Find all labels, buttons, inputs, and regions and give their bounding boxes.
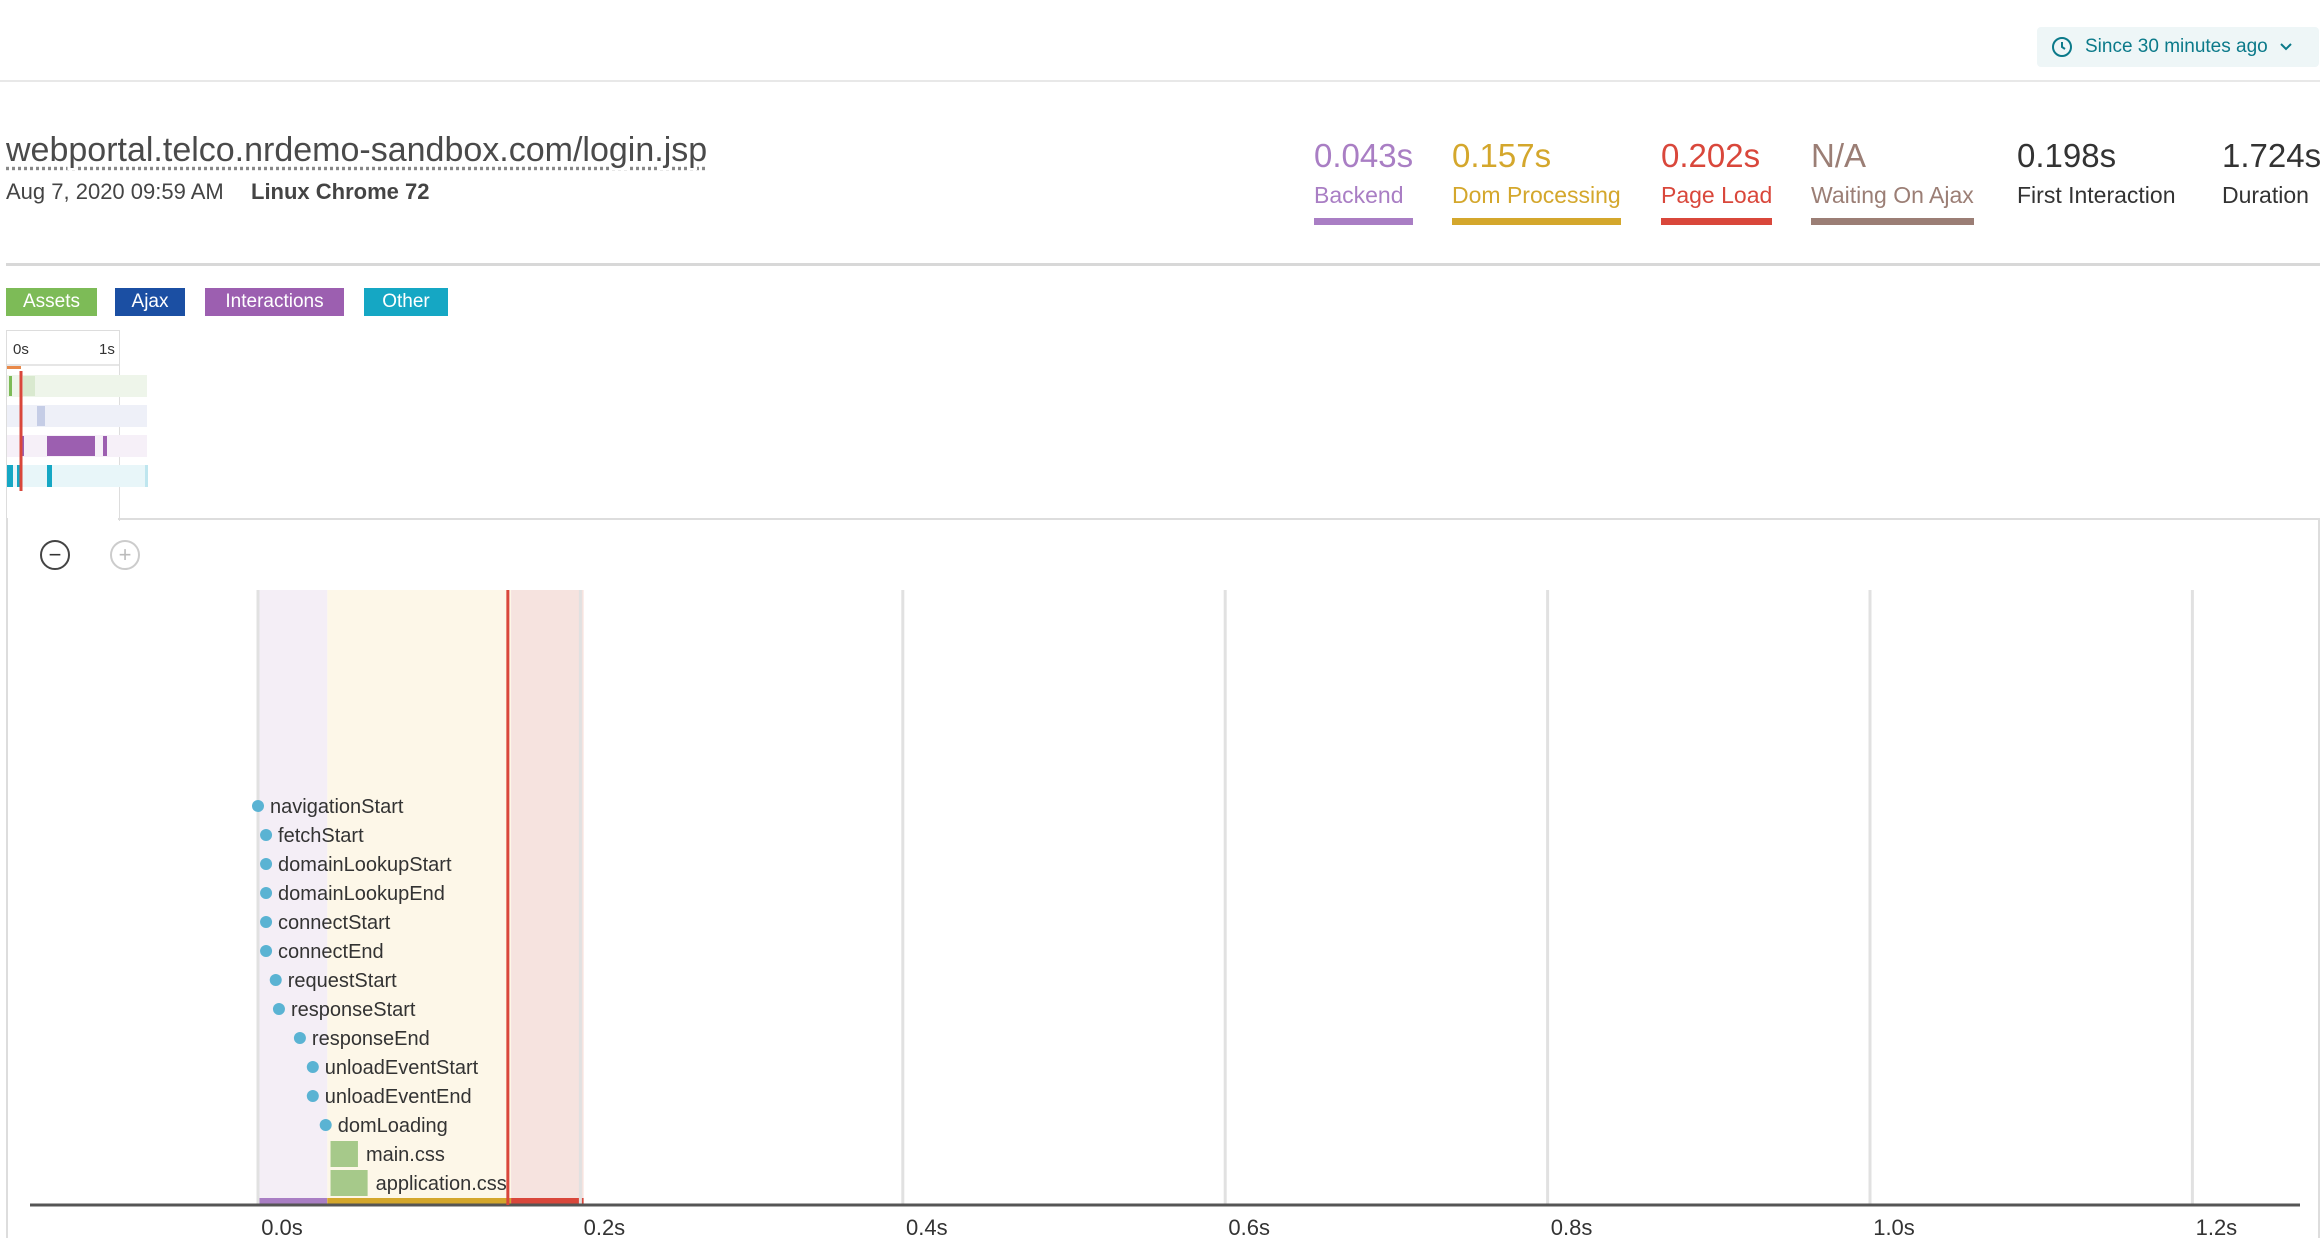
legend-assets[interactable]: Assets bbox=[6, 288, 97, 316]
minimap-end-label: 1s bbox=[99, 341, 115, 358]
event-label: navigationStart bbox=[270, 796, 404, 818]
metric-waiting-on-ajax: N/A Waiting On Ajax bbox=[1811, 136, 1974, 225]
metric-label: Duration bbox=[2222, 182, 2309, 208]
metric-value: 0.043s bbox=[1314, 137, 1414, 174]
zoom-out-button[interactable]: − bbox=[40, 540, 70, 570]
asset-label: main.css bbox=[366, 1144, 445, 1166]
phase-band bbox=[327, 590, 512, 1205]
x-tick-label: 0.4s bbox=[906, 1215, 948, 1238]
event-dot bbox=[260, 916, 273, 928]
zoom-in-button[interactable]: + bbox=[110, 540, 140, 570]
chart-frame-right bbox=[2318, 518, 2320, 1238]
metric-label: First Interaction bbox=[2017, 182, 2176, 208]
event-label: connectEnd bbox=[278, 941, 384, 963]
clock-icon bbox=[2052, 37, 2072, 57]
event-label: domLoading bbox=[338, 1115, 448, 1137]
metric-page-load: 0.202s Page Load bbox=[1661, 136, 1773, 225]
metric-value: N/A bbox=[1811, 137, 1867, 174]
metric-value: 0.157s bbox=[1452, 137, 1552, 174]
chevron-down-icon bbox=[2280, 43, 2292, 51]
phase-bar bbox=[327, 1198, 512, 1205]
event-dot bbox=[272, 1003, 285, 1015]
event-label: unloadEventEnd bbox=[325, 1086, 472, 1108]
metric-label: Page Load bbox=[1661, 182, 1773, 208]
chart-frame-left bbox=[6, 518, 8, 1238]
plus-icon: + bbox=[118, 542, 132, 567]
page-browser: Linux Chrome 72 bbox=[251, 179, 430, 204]
chart-frame-top bbox=[118, 518, 2320, 520]
timeline-minimap[interactable]: 0s 1s bbox=[6, 330, 148, 521]
metric-color-bar bbox=[1314, 218, 1414, 225]
asset-label: application.css bbox=[376, 1173, 507, 1195]
legend-ajax[interactable]: Ajax bbox=[115, 288, 185, 316]
page-url[interactable]: webportal.telco.nrdemo-sandbox.com/login… bbox=[6, 131, 708, 169]
event-dot bbox=[293, 1032, 306, 1044]
minus-icon: − bbox=[48, 542, 62, 567]
time-range-picker[interactable]: Since 30 minutes ago bbox=[2037, 27, 2319, 67]
event-label: responseEnd bbox=[312, 1028, 430, 1050]
x-tick-label: 0.2s bbox=[584, 1215, 626, 1238]
event-label: domainLookupStart bbox=[278, 854, 452, 876]
time-range-label: Since 30 minutes ago bbox=[2085, 36, 2268, 57]
metric-label: Backend bbox=[1314, 182, 1404, 208]
event-dot bbox=[319, 1119, 332, 1131]
event-label: connectStart bbox=[278, 912, 391, 934]
page-date: Aug 7, 2020 09:59 AM bbox=[6, 179, 224, 204]
event-label: responseStart bbox=[291, 999, 416, 1021]
metric-value: 0.202s bbox=[1661, 137, 1761, 174]
minimap-start-label: 0s bbox=[13, 341, 29, 358]
legend-other[interactable]: Other bbox=[364, 288, 448, 316]
phase-bar bbox=[511, 1198, 584, 1205]
phase-bar bbox=[258, 1198, 328, 1205]
metric-color-bar bbox=[1661, 218, 1773, 225]
event-dot bbox=[306, 1090, 319, 1102]
metric-duration: 1.724s Duration bbox=[2222, 136, 2320, 210]
asset-bar bbox=[330, 1141, 358, 1167]
legend-interactions[interactable]: Interactions bbox=[205, 288, 344, 316]
event-label: unloadEventStart bbox=[325, 1057, 479, 1079]
x-tick-label: 0.6s bbox=[1228, 1215, 1270, 1238]
event-dot bbox=[306, 1061, 319, 1073]
phase-band bbox=[511, 590, 584, 1205]
event-dot bbox=[260, 858, 273, 870]
metric-label: Dom Processing bbox=[1452, 182, 1621, 208]
x-tick-label: 1.0s bbox=[1873, 1215, 1915, 1238]
event-dot bbox=[260, 887, 273, 899]
event-label: requestStart bbox=[288, 970, 397, 992]
metric-dom-processing: 0.157s Dom Processing bbox=[1452, 136, 1621, 225]
event-label: domainLookupEnd bbox=[278, 883, 445, 905]
metric-value: 1.724s bbox=[2222, 137, 2320, 174]
x-tick-label: 0.8s bbox=[1551, 1215, 1593, 1238]
metric-color-bar bbox=[1811, 218, 1974, 225]
x-tick-label: 0.0s bbox=[261, 1215, 303, 1238]
event-dot bbox=[269, 974, 282, 986]
metric-value: 0.198s bbox=[2017, 137, 2117, 174]
metric-first-interaction: 0.198s First Interaction bbox=[2017, 136, 2176, 210]
x-tick-label: 1.2s bbox=[2196, 1215, 2238, 1238]
event-dot bbox=[260, 945, 273, 957]
metric-backend: 0.043s Backend bbox=[1314, 136, 1414, 225]
event-dot bbox=[252, 800, 264, 812]
top-bar bbox=[0, 0, 2320, 82]
header-divider bbox=[6, 263, 2320, 266]
asset-bar bbox=[330, 1170, 368, 1196]
event-dot bbox=[260, 829, 273, 841]
metric-label: Waiting On Ajax bbox=[1811, 182, 1974, 208]
metric-color-bar bbox=[1452, 218, 1621, 225]
minimap-graphic: 0s 1s bbox=[7, 341, 148, 491]
event-label: fetchStart bbox=[278, 825, 364, 847]
